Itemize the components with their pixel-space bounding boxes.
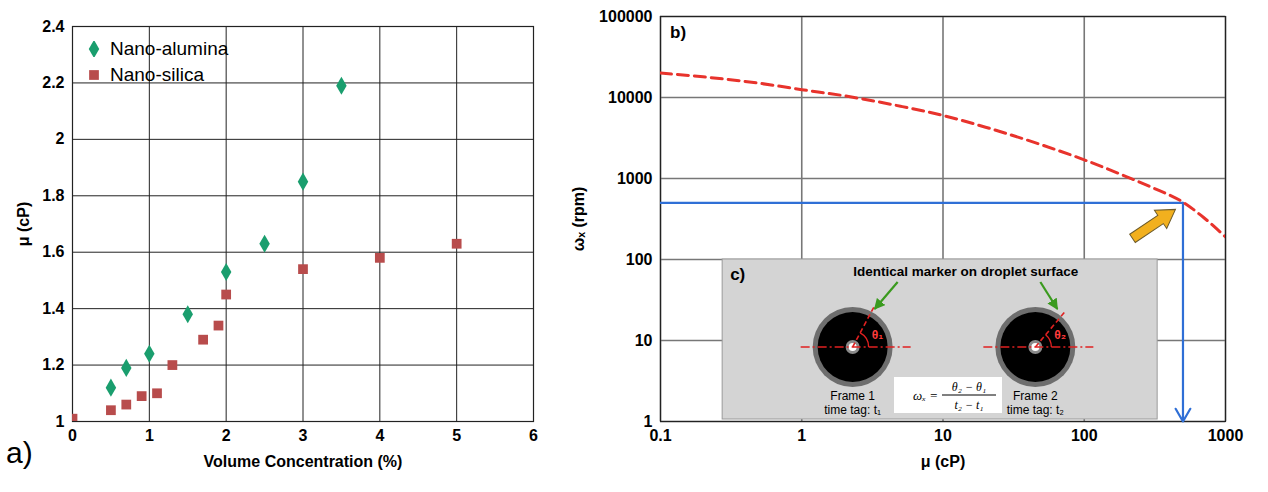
svg-text:2.2: 2.2	[42, 74, 64, 91]
svg-text:θ₁: θ₁	[872, 328, 883, 342]
svg-text:ωₓ =: ωₓ =	[913, 388, 938, 403]
svg-text:3: 3	[299, 427, 308, 444]
svg-text:Identical marker on droplet su: Identical marker on droplet surface	[853, 264, 1079, 279]
html-text:Nano-alumina: Nano-alumina	[110, 38, 229, 59]
svg-text:2: 2	[222, 427, 231, 444]
svg-text:c): c)	[730, 265, 745, 284]
svg-text:4: 4	[375, 427, 384, 444]
svg-text:100: 100	[626, 251, 653, 268]
svg-text:0.1: 0.1	[649, 427, 671, 444]
svg-text:ωₓ (rpm): ωₓ (rpm)	[570, 187, 587, 252]
svg-text:5: 5	[452, 427, 461, 444]
svg-text:1: 1	[56, 413, 65, 430]
html-text:b): b)	[670, 23, 686, 42]
svg-text:0: 0	[68, 427, 77, 444]
svg-text:1.6: 1.6	[42, 243, 64, 260]
svg-text:6: 6	[529, 427, 538, 444]
svg-text:Frame 2: Frame 2	[1013, 389, 1058, 403]
svg-text:10: 10	[934, 427, 952, 444]
svg-text:1000: 1000	[617, 170, 653, 187]
svg-text:1: 1	[797, 427, 806, 444]
svg-text:100: 100	[1071, 427, 1098, 444]
svg-text:100000: 100000	[599, 8, 652, 25]
svg-text:1.8: 1.8	[42, 187, 64, 204]
svg-text:time tag: t₁: time tag: t₁	[824, 403, 881, 417]
svg-text:time tag: t₂: time tag: t₂	[1007, 403, 1065, 417]
svg-text:1000: 1000	[1208, 427, 1244, 444]
svg-text:Volume Concentration (%): Volume Concentration (%)	[204, 453, 403, 470]
svg-text:t₂ − t₁: t₂ − t₁	[954, 398, 983, 412]
html-text:Nano-silica: Nano-silica	[110, 64, 204, 85]
svg-text:10: 10	[635, 332, 653, 349]
svg-text:Frame 1: Frame 1	[830, 389, 875, 403]
svg-text:2: 2	[56, 130, 65, 147]
svg-text:1.4: 1.4	[42, 300, 64, 317]
svg-text:10000: 10000	[608, 89, 653, 106]
svg-text:θ₂ − θ₁: θ₂ − θ₁	[952, 380, 986, 394]
svg-text:θ₂: θ₂	[1054, 328, 1066, 342]
svg-text:2.4: 2.4	[42, 18, 64, 35]
svg-text:μ (cP): μ (cP)	[15, 202, 32, 246]
svg-text:μ (cP): μ (cP)	[921, 453, 965, 470]
svg-text:1: 1	[643, 412, 653, 430]
svg-text:1: 1	[145, 427, 154, 444]
svg-text:1.2: 1.2	[42, 356, 64, 373]
html-text:a): a)	[6, 436, 33, 469]
